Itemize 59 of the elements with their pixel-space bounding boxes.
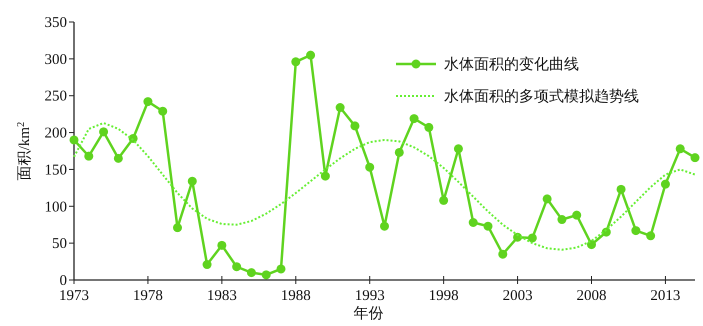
- point: [70, 135, 78, 144]
- point: [262, 270, 271, 280]
- point: [365, 162, 374, 172]
- point: [394, 148, 404, 157]
- point: [99, 127, 108, 136]
- x-tick-label: 2013: [650, 288, 680, 304]
- y-tick-label: 200: [44, 126, 67, 142]
- point: [188, 176, 197, 186]
- point: [114, 154, 123, 163]
- y-tick-label: 100: [44, 199, 67, 216]
- point: [646, 231, 656, 240]
- x-tick-label: 2003: [502, 288, 533, 304]
- point: [557, 215, 566, 224]
- x-tick-label: 1993: [354, 288, 385, 304]
- point: [276, 264, 286, 274]
- legend-label: 水体面积的变化曲线: [444, 56, 579, 73]
- point: [320, 172, 330, 181]
- y-tick-label: 300: [44, 52, 67, 68]
- point: [217, 240, 226, 250]
- point: [439, 196, 448, 205]
- point: [676, 144, 685, 154]
- point: [246, 268, 256, 278]
- point: [498, 250, 508, 259]
- point: [291, 57, 300, 66]
- x-tick-label: 2008: [576, 288, 606, 304]
- y-tick-label: 150: [44, 162, 67, 178]
- x-tick-label: 1983: [206, 288, 237, 304]
- point: [380, 222, 389, 231]
- point: [616, 184, 626, 194]
- x-axis-title: 年份: [354, 305, 384, 322]
- legend-label: 水体面积的多项式模拟趋势线: [444, 88, 639, 105]
- point: [84, 152, 94, 161]
- y-tick-label: 50: [52, 236, 67, 252]
- x-tick-label: 1973: [59, 288, 89, 304]
- point: [306, 50, 316, 60]
- point: [690, 153, 700, 162]
- point: [484, 222, 492, 231]
- point: [232, 262, 242, 272]
- point: [173, 223, 182, 232]
- point: [631, 226, 640, 236]
- point: [202, 260, 212, 270]
- point: [572, 210, 582, 220]
- x-tick-label: 1988: [280, 288, 311, 304]
- point: [468, 218, 478, 228]
- point: [424, 122, 434, 132]
- x-tick-label: 1978: [132, 288, 163, 304]
- point: [143, 97, 152, 106]
- point: [410, 114, 419, 124]
- y-tick-label: 250: [44, 88, 67, 105]
- y-tick-label: 0: [60, 273, 67, 289]
- point: [350, 121, 360, 130]
- point: [454, 144, 463, 154]
- point: [158, 106, 168, 116]
- point: [660, 180, 670, 189]
- y-tick-label: 350: [44, 15, 67, 31]
- point: [542, 194, 552, 204]
- point: [528, 233, 537, 242]
- x-tick-label: 1998: [428, 288, 459, 304]
- point: [336, 103, 345, 112]
